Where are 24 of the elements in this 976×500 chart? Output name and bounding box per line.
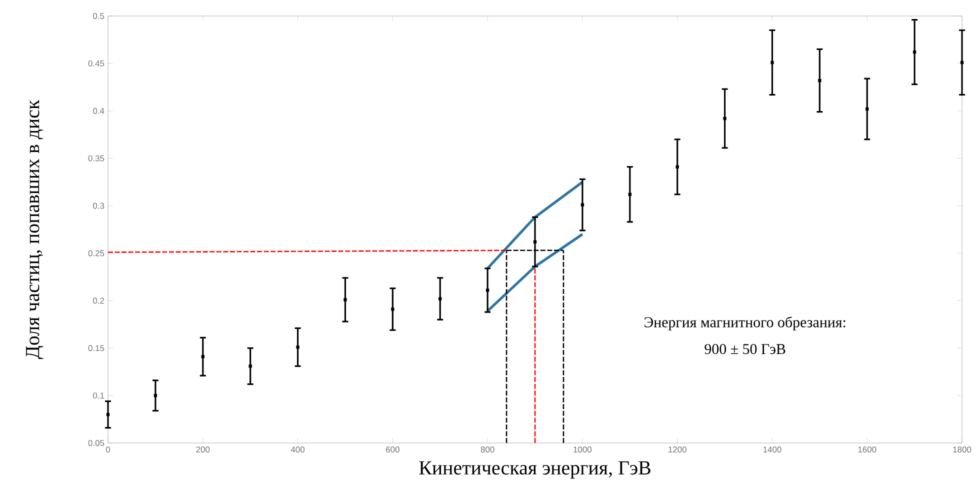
y-tick-label: 0.45 — [88, 60, 104, 66]
x-tick-label: 1000 — [574, 446, 592, 453]
x-axis-title: Кинетическая энергия, ГэВ — [419, 461, 650, 479]
y-tick-label: 0.15 — [88, 345, 104, 352]
y-tick-label: 0.4 — [93, 108, 104, 114]
y-axis-title: Доля частиц, попавших в диск — [26, 100, 44, 360]
y-tick-label: 0.2 — [93, 298, 104, 304]
x-tick-label: 1400 — [763, 446, 782, 453]
y-tick-label: 0.1 — [93, 392, 104, 399]
annotation: 900 ± 50 ГэВ — [704, 344, 786, 354]
y-tick-label: 0.05 — [88, 440, 104, 446]
y-tick-label: 0.3 — [93, 202, 104, 209]
x-tick-label: 200 — [196, 446, 210, 453]
x-tick-label: 0 — [106, 446, 110, 453]
annotation: Энергия магнитного обрезания: — [644, 316, 846, 330]
y-tick-label: 0.35 — [88, 155, 104, 162]
x-tick-label: 800 — [480, 446, 494, 453]
x-tick-label: 1600 — [858, 446, 876, 453]
x-tick-label: 1800 — [953, 446, 972, 453]
y-tick-label: 0.25 — [88, 250, 104, 256]
x-tick-label: 400 — [290, 446, 305, 453]
x-tick-label: 1200 — [668, 446, 686, 453]
y-tick-label: 0.5 — [93, 13, 104, 19]
x-tick-label: 600 — [386, 446, 400, 453]
